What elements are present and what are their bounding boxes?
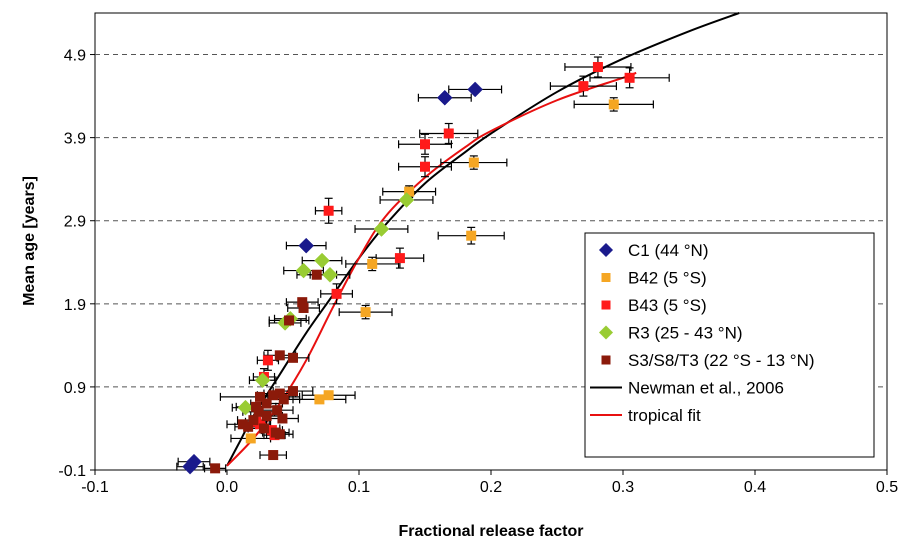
- data-point: [262, 355, 273, 366]
- data-point: [398, 192, 415, 208]
- data-point: [272, 405, 283, 416]
- data-point: [284, 315, 295, 326]
- data-point: [592, 62, 603, 73]
- data-point: [258, 423, 269, 434]
- x-tick-label: -0.1: [81, 479, 109, 496]
- legend-label: B43 (5 °S): [628, 296, 707, 315]
- x-tick-label: 0.0: [216, 479, 238, 496]
- data-point: [331, 288, 342, 299]
- data-point: [210, 463, 221, 474]
- x-tick-label: 0.1: [348, 479, 370, 496]
- data-point: [274, 429, 285, 440]
- data-point: [298, 237, 315, 254]
- data-point: [404, 186, 415, 197]
- x-tick-label: 0.4: [744, 479, 766, 496]
- legend-label: S3/S8/T3 (22 °S - 13 °N): [628, 351, 815, 370]
- legend: C1 (44 °N) B42 (5 °S) B43 (5 °S) R3 (25 - 4…: [584, 232, 875, 458]
- data-point: [367, 258, 378, 269]
- x-axis-title: Fractional release factor: [399, 523, 584, 540]
- data-point: [268, 450, 279, 461]
- legend-label: B42 (5 °S): [628, 269, 707, 288]
- y-axis-title: Mean age [years]: [21, 176, 38, 306]
- legend-marker-swatch: [598, 325, 614, 340]
- data-point: [323, 205, 334, 216]
- data-point: [420, 161, 430, 172]
- y-tick-label: 3.9: [64, 131, 86, 148]
- data-point: [578, 81, 589, 92]
- legend-marker-swatch: [598, 242, 614, 258]
- y-tick-label: -0.1: [58, 463, 86, 480]
- data-point: [295, 262, 312, 279]
- data-point: [255, 391, 265, 402]
- data-point: [274, 388, 285, 399]
- data-point: [248, 415, 259, 426]
- data-point: [253, 406, 264, 417]
- data-point: [322, 266, 338, 283]
- legend-label: tropical fit: [628, 406, 701, 425]
- data-point: [373, 221, 390, 237]
- data-point: [237, 419, 248, 430]
- data-point: [311, 269, 322, 280]
- y-tick-label: 2.9: [64, 214, 86, 231]
- data-point: [254, 372, 271, 389]
- x-tick-label: 0.2: [480, 479, 502, 496]
- x-tick-label: 0.5: [876, 479, 898, 496]
- y-tick-label: 1.9: [64, 297, 86, 314]
- data-point: [436, 89, 453, 106]
- y-tick-label: 4.9: [64, 48, 86, 65]
- legend-box: [584, 232, 875, 458]
- data-point: [394, 253, 405, 264]
- legend-marker-swatch: [601, 355, 611, 365]
- legend-marker-swatch: [601, 300, 611, 310]
- x-tick-label: 0.3: [612, 479, 634, 496]
- data-point: [420, 139, 430, 150]
- data-point: [268, 390, 279, 401]
- data-point: [443, 128, 454, 139]
- legend-label: Newman et al., 2006: [628, 379, 784, 398]
- data-point: [278, 394, 289, 405]
- data-point: [467, 81, 484, 98]
- data-points: [182, 62, 635, 475]
- data-point: [261, 398, 272, 409]
- data-point: [323, 390, 334, 401]
- data-point: [245, 433, 256, 444]
- data-point: [297, 297, 308, 308]
- data-point: [298, 302, 309, 313]
- data-point: [288, 386, 298, 397]
- data-point: [288, 352, 298, 363]
- data-point: [608, 99, 619, 110]
- data-point: [237, 399, 254, 416]
- data-point: [261, 410, 272, 421]
- data-point: [314, 252, 330, 269]
- data-point: [277, 413, 288, 424]
- data-point: [624, 72, 635, 83]
- data-point: [360, 307, 371, 318]
- y-tick-label: 0.9: [64, 380, 86, 397]
- data-point: [314, 394, 325, 405]
- data-point: [274, 350, 285, 361]
- data-point: [243, 421, 254, 432]
- legend-label: R3 (25 - 43 °N): [628, 324, 743, 343]
- legend-label: C1 (44 °N): [628, 241, 708, 260]
- legend-marker-swatch: [601, 273, 611, 282]
- axis-ticks: -0.1 0.9 1.9 2.9 3.9 4.9 -0.1 0.0 0.1 0.2 0.3 0.4 0.…: [58, 48, 898, 496]
- data-point: [468, 157, 479, 168]
- data-point: [466, 230, 477, 241]
- data-point: [182, 458, 198, 475]
